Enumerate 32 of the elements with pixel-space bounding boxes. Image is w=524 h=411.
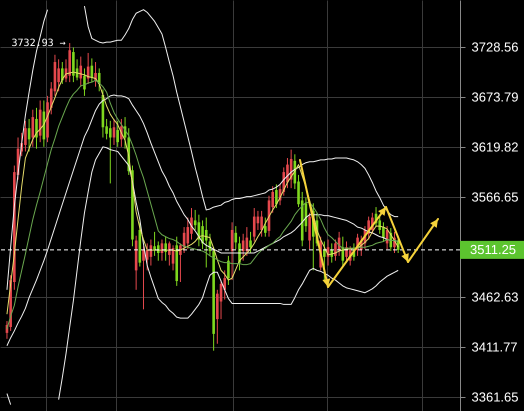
candlestick — [31, 109, 34, 148]
candlestick — [186, 217, 190, 250]
candlestick — [160, 239, 164, 262]
y-tick-label: 3462.63 — [472, 289, 518, 304]
candlestick — [116, 120, 119, 148]
candlestick — [172, 244, 174, 271]
candlestick — [57, 58, 60, 92]
candlestick — [90, 58, 94, 83]
candlestick — [142, 246, 145, 310]
candlestick — [83, 68, 86, 96]
candlestick — [108, 120, 112, 184]
y-tick-label: 3361.65 — [472, 389, 518, 404]
candlestick — [246, 226, 248, 256]
candlestick — [28, 118, 30, 152]
candlestick — [24, 120, 27, 152]
candlestick — [112, 118, 116, 146]
candlestick — [264, 217, 267, 238]
y-tick-label: 3728.56 — [472, 40, 518, 55]
ref-line-label: 3511.25 — [470, 242, 516, 257]
y-tick-label: 3411.77 — [472, 339, 518, 354]
y-tick-label: 3566.65 — [472, 189, 518, 204]
candlestick — [35, 107, 38, 150]
candlestick — [260, 210, 263, 238]
candlestick — [242, 233, 244, 262]
candlestick — [72, 47, 75, 83]
candlestick — [249, 231, 252, 254]
y-tick-label: 3619.82 — [472, 139, 518, 154]
candlestick — [230, 222, 234, 281]
candlestick — [227, 255, 230, 286]
candlestick — [252, 208, 256, 242]
candlestick — [308, 212, 311, 250]
y-tick-label: 3673.79 — [472, 89, 518, 104]
